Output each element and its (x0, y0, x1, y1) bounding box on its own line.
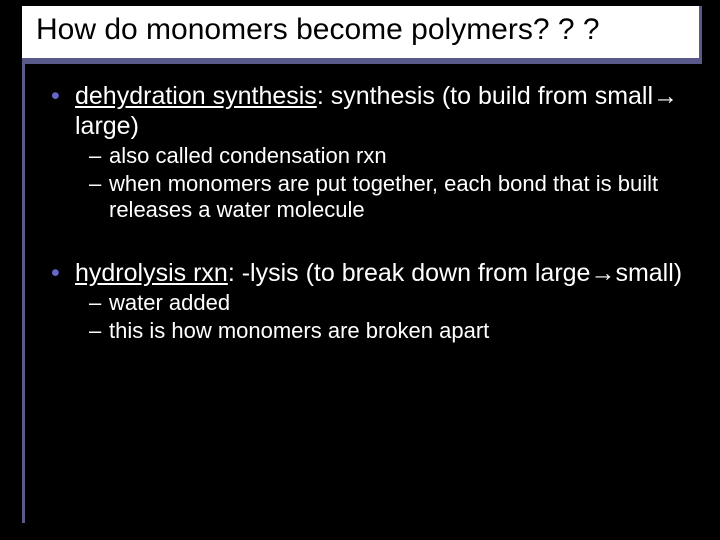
slide-title: How do monomers become polymers? ? ? (36, 12, 687, 48)
bullet-item: this is how monomers are broken apart (43, 318, 684, 344)
bullet-text: water added (109, 290, 230, 315)
term-text: dehydration synthesis (75, 82, 317, 110)
content-container: dehydration synthesis: synthesis (to bui… (22, 61, 702, 523)
bullet-item: hydrolysis rxn: -lysis (to break down fr… (43, 259, 684, 289)
bullet-text: : -lysis (to break down from large (228, 259, 591, 287)
bullet-text: this is how monomers are broken apart (109, 318, 489, 343)
bullet-text: : synthesis (to build from small (317, 82, 653, 110)
bullet-text: large) (75, 112, 139, 140)
title-container: How do monomers become polymers? ? ? (22, 6, 702, 61)
term-text: hydrolysis rxn (75, 259, 228, 287)
bullet-text: when monomers are put together, each bon… (109, 171, 658, 222)
bullet-text: small) (615, 259, 682, 287)
bullet-item: water added (43, 290, 684, 316)
bullet-item: also called condensation rxn (43, 143, 684, 169)
spacer (43, 225, 684, 259)
bullet-text: also called condensation rxn (109, 143, 387, 168)
arrow-icon: → (590, 259, 615, 289)
bullet-item: dehydration synthesis: synthesis (to bui… (43, 82, 684, 141)
arrow-icon: → (653, 82, 678, 112)
slide: How do monomers become polymers? ? ? deh… (22, 6, 702, 526)
bullet-item: when monomers are put together, each bon… (43, 171, 684, 223)
